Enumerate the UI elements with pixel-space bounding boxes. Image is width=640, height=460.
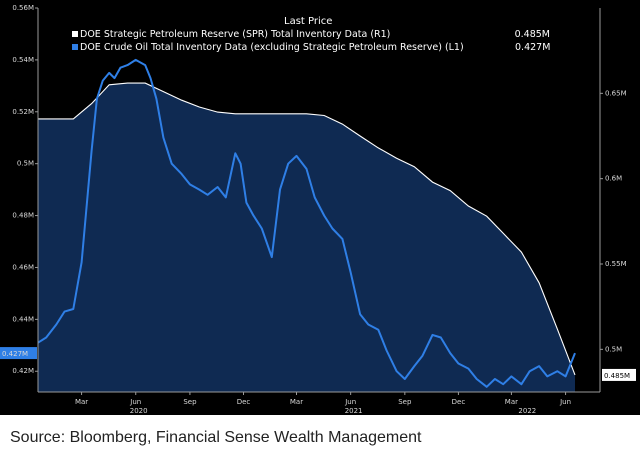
- legend-title: Last Price: [284, 16, 332, 27]
- y-right-tick-label: 0.6M: [605, 175, 622, 183]
- y-left-tick-label: 0.46M: [12, 263, 34, 271]
- x-tick-label: Sep: [398, 398, 412, 406]
- x-tick-label: Mar: [290, 398, 303, 406]
- y-right-tick-label: 0.55M: [605, 260, 627, 268]
- legend-label-crude: DOE Crude Oil Total Inventory Data (excl…: [80, 42, 464, 53]
- x-tick-label: Mar: [505, 398, 518, 406]
- source-caption: Source: Bloomberg, Financial Sense Wealt…: [10, 429, 422, 446]
- left-last-value-label: 0.427M: [2, 350, 28, 358]
- right-last-value-label: 0.485M: [604, 372, 630, 380]
- right-last-value-tag: [602, 368, 636, 381]
- y-left-tick-label: 0.52M: [12, 108, 34, 116]
- x-tick-label: Mar: [75, 398, 88, 406]
- crude-line: [37, 58, 576, 388]
- x-tick-label: Jun: [344, 398, 356, 406]
- y-right-tick-label: 0.5M: [605, 345, 622, 353]
- x-year-label: 2021: [345, 407, 363, 415]
- left-last-value-tag: [0, 347, 37, 360]
- legend: Last Price DOE Strategic Petroleum Reser…: [65, 13, 558, 55]
- x-tick-label: Jun: [129, 398, 141, 406]
- legend-swatch-crude: [72, 44, 78, 50]
- y-left-tick-label: 0.5M: [17, 160, 34, 168]
- spr-area: [38, 83, 575, 392]
- y-right-tick-label: 0.65M: [605, 89, 627, 97]
- x-tick-label: Dec: [452, 398, 466, 406]
- x-tick-label: Dec: [237, 398, 251, 406]
- legend-swatch-spr: [72, 31, 78, 37]
- x-tick-label: Sep: [183, 398, 197, 406]
- spr-line: [38, 82, 576, 376]
- legend-box: [65, 13, 558, 55]
- y-left-tick-label: 0.48M: [12, 212, 34, 220]
- x-year-label: 2022: [518, 407, 536, 415]
- legend-label-spr: DOE Strategic Petroleum Reserve (SPR) To…: [80, 29, 390, 40]
- x-year-label: 2020: [130, 407, 148, 415]
- y-left-tick-label: 0.44M: [12, 315, 34, 323]
- y-left-tick-label: 0.56M: [12, 4, 34, 12]
- y-left-tick-label: 0.54M: [12, 56, 34, 64]
- x-tick-label: Jun: [559, 398, 571, 406]
- legend-value-crude: 0.427M: [515, 42, 550, 53]
- y-left-tick-label: 0.42M: [12, 367, 34, 375]
- legend-value-spr: 0.485M: [515, 29, 550, 40]
